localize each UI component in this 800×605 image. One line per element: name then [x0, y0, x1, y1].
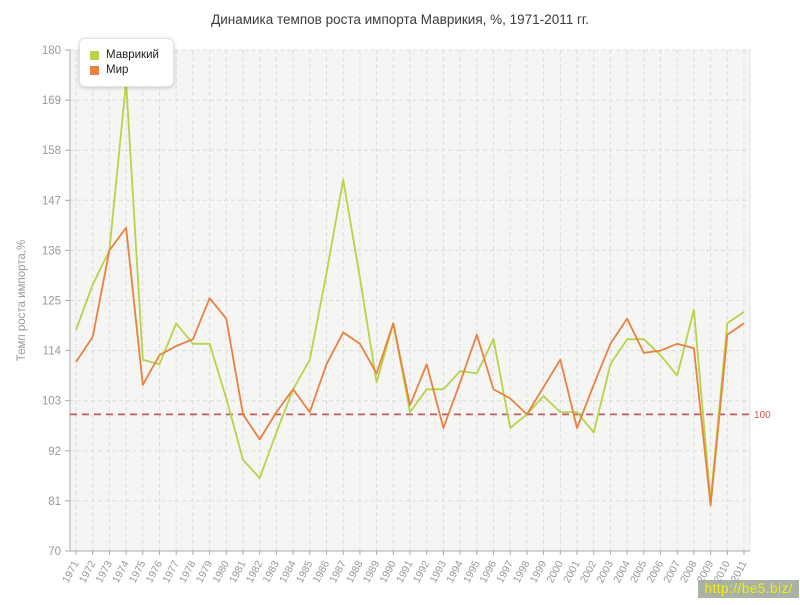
y-tick-label: 147: [42, 195, 61, 207]
watermark-link[interactable]: http://be5.biz/: [698, 580, 799, 598]
y-tick-label: 92: [48, 446, 61, 458]
y-tick-label: 114: [43, 346, 62, 358]
legend-label-mauritius: Маврикий: [106, 49, 159, 61]
y-tick-label: 136: [42, 245, 61, 257]
y-tick-label: 125: [42, 296, 61, 308]
y-tick-label: 180: [42, 45, 61, 57]
reference-line-label: 100: [754, 410, 771, 421]
y-tick-labels: 70 81 92 103 114 125 136 147 158 169 180: [42, 45, 62, 558]
y-tick-label: 103: [42, 396, 61, 408]
legend-item-world[interactable]: Мир: [90, 64, 159, 76]
y-tick-label: 158: [42, 145, 61, 157]
series-line-1: [75, 226, 745, 507]
legend-item-mauritius[interactable]: Маврикий: [90, 49, 159, 61]
legend-swatch-world-icon: [90, 65, 99, 75]
chart-title: Динамика темпов роста импорта Маврикия, …: [211, 12, 589, 27]
x-tick-labels: 1971197219731974197519761977197819791980…: [60, 559, 750, 585]
series-line-0: [75, 81, 745, 502]
x-gridlines: [75, 50, 745, 555]
y-axis-title: Темп роста импорта,%: [16, 240, 28, 361]
legend-swatch-mauritius-icon: [90, 50, 99, 60]
y-tick-label: 169: [42, 95, 61, 107]
y-tick-label: 81: [48, 496, 61, 508]
legend: Маврикий Мир: [79, 38, 174, 87]
y-tick-label: 70: [48, 546, 61, 558]
legend-label-world: Мир: [106, 64, 129, 76]
